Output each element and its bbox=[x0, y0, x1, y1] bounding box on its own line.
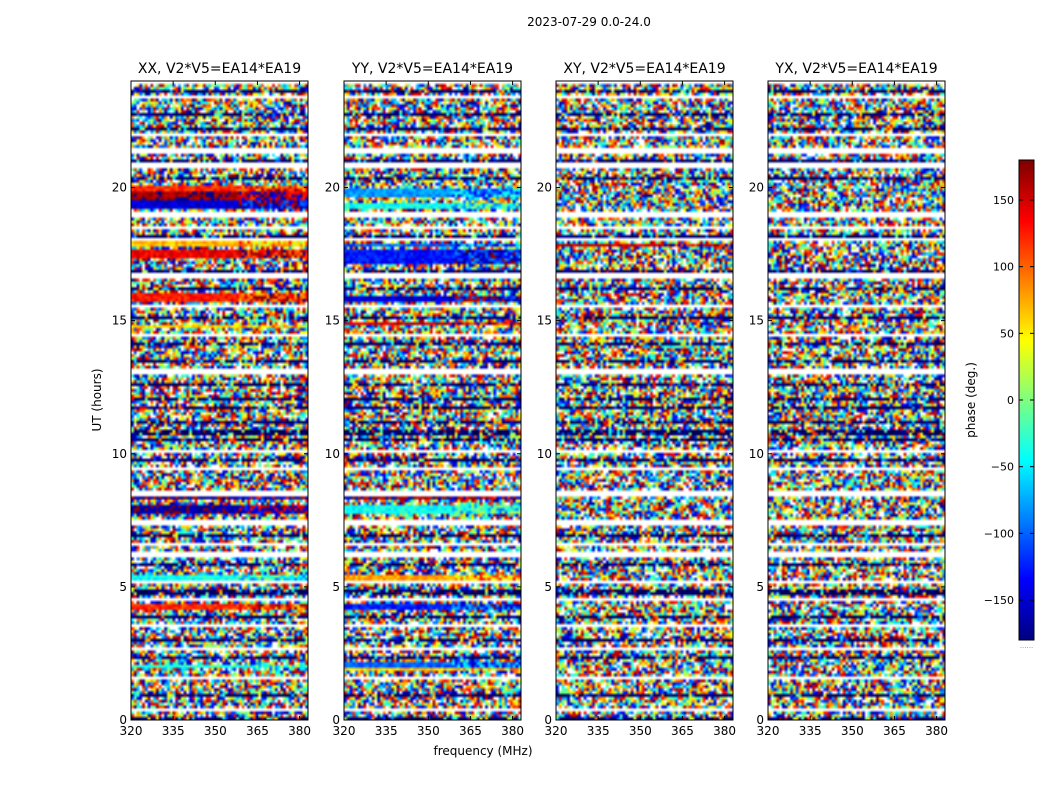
y-tick-label: 10 bbox=[537, 447, 552, 461]
y-tick-label: 20 bbox=[325, 181, 340, 195]
x-tick-label: 365 bbox=[459, 724, 482, 738]
x-tick-label: 365 bbox=[883, 724, 906, 738]
panel-3: XY, V2*V5=EA14*EA19 320 335 350 365 380 0 5 10 15… bbox=[537, 61, 736, 738]
y-tick-label: 15 bbox=[749, 314, 764, 328]
x-tick-label: 335 bbox=[799, 724, 822, 738]
x-tick-label: 335 bbox=[587, 724, 610, 738]
panels-group: XX, V2*V5=EA14*EA19 320 335 350 365 380 0 5 10 15… bbox=[112, 61, 948, 738]
colorbar-tick-label: −50 bbox=[991, 461, 1014, 474]
figure-title: 2023-07-29 0.0-24.0 bbox=[527, 15, 651, 29]
heatmap-image bbox=[131, 81, 308, 720]
colorbar-tick-label: 0 bbox=[1007, 394, 1014, 407]
x-tick-label: 365 bbox=[671, 724, 694, 738]
y-tick-label: 0 bbox=[756, 713, 764, 727]
x-tick-label: 320 bbox=[757, 724, 780, 738]
y-tick-label: 0 bbox=[119, 713, 127, 727]
x-tick-label: 320 bbox=[333, 724, 356, 738]
x-tick-label: 365 bbox=[246, 724, 269, 738]
y-tick-label: 5 bbox=[756, 580, 764, 594]
x-tick-label: 320 bbox=[545, 724, 568, 738]
y-tick-label: 0 bbox=[544, 713, 552, 727]
plot-frame bbox=[555, 80, 734, 721]
y-tick-label: 10 bbox=[112, 447, 127, 461]
x-tick-label: 380 bbox=[288, 724, 311, 738]
x-tick-label: 380 bbox=[713, 724, 736, 738]
heatmap-image bbox=[768, 81, 945, 720]
y-tick-label: 0 bbox=[332, 713, 340, 727]
y-tick-label: 5 bbox=[332, 580, 340, 594]
y-tick-label: 15 bbox=[537, 314, 552, 328]
x-tick-label: 335 bbox=[162, 724, 185, 738]
x-tick-label: 380 bbox=[925, 724, 948, 738]
y-tick-label: 5 bbox=[544, 580, 552, 594]
panel-1: XX, V2*V5=EA14*EA19 320 335 350 365 380 0 5 10 15… bbox=[112, 61, 311, 738]
colorbar-label: phase (deg.) bbox=[964, 362, 978, 438]
panel-2: YY, V2*V5=EA14*EA19 320 335 350 365 380 0 5 10 15… bbox=[325, 61, 524, 738]
colorbar-tick-label: 100 bbox=[993, 261, 1014, 274]
plot-frame bbox=[767, 80, 946, 721]
y-tick-label: 20 bbox=[749, 181, 764, 195]
panel-title: XX, V2*V5=EA14*EA19 bbox=[138, 61, 301, 77]
plot-frame bbox=[130, 80, 309, 721]
y-tick-label: 5 bbox=[119, 580, 127, 594]
x-tick-label: 320 bbox=[120, 724, 143, 738]
colorbar-tick-label: 50 bbox=[1000, 327, 1014, 340]
x-tick-label: 350 bbox=[204, 724, 227, 738]
colorbar-tick-label: −150 bbox=[984, 594, 1014, 607]
y-tick-label: 15 bbox=[325, 314, 340, 328]
colorbar-tick-label: 150 bbox=[993, 194, 1014, 207]
colorbar-tick-label: −100 bbox=[984, 527, 1014, 540]
panel-title: YX, V2*V5=EA14*EA19 bbox=[774, 61, 937, 77]
heatmap-image bbox=[556, 81, 733, 720]
x-tick-label: 350 bbox=[841, 724, 864, 738]
plot-frame bbox=[343, 80, 522, 721]
y-axis-label: UT (hours) bbox=[90, 368, 104, 431]
x-axis-label: frequency (MHz) bbox=[433, 744, 532, 758]
panel-title: YY, V2*V5=EA14*EA19 bbox=[351, 61, 513, 77]
y-tick-label: 15 bbox=[112, 314, 127, 328]
x-tick-label: 350 bbox=[417, 724, 440, 738]
y-tick-label: 20 bbox=[537, 181, 552, 195]
panel-title: XY, V2*V5=EA14*EA19 bbox=[563, 61, 725, 77]
x-tick-label: 380 bbox=[501, 724, 524, 738]
y-tick-label: 20 bbox=[112, 181, 127, 195]
y-tick-label: 10 bbox=[749, 447, 764, 461]
x-tick-label: 335 bbox=[375, 724, 398, 738]
y-tick-label: 10 bbox=[325, 447, 340, 461]
x-tick-label: 350 bbox=[629, 724, 652, 738]
colorbar: −150 −100 −50 0 50 100 150 phase (deg.)...... bbox=[964, 159, 1035, 650]
colorbar-dots: ...... bbox=[1020, 642, 1033, 650]
heatmap-image bbox=[344, 81, 521, 720]
colorbar-gradient bbox=[1019, 160, 1034, 640]
panel-4: YX, V2*V5=EA14*EA19 320 335 350 365 380 0 5 10 15… bbox=[749, 61, 948, 738]
